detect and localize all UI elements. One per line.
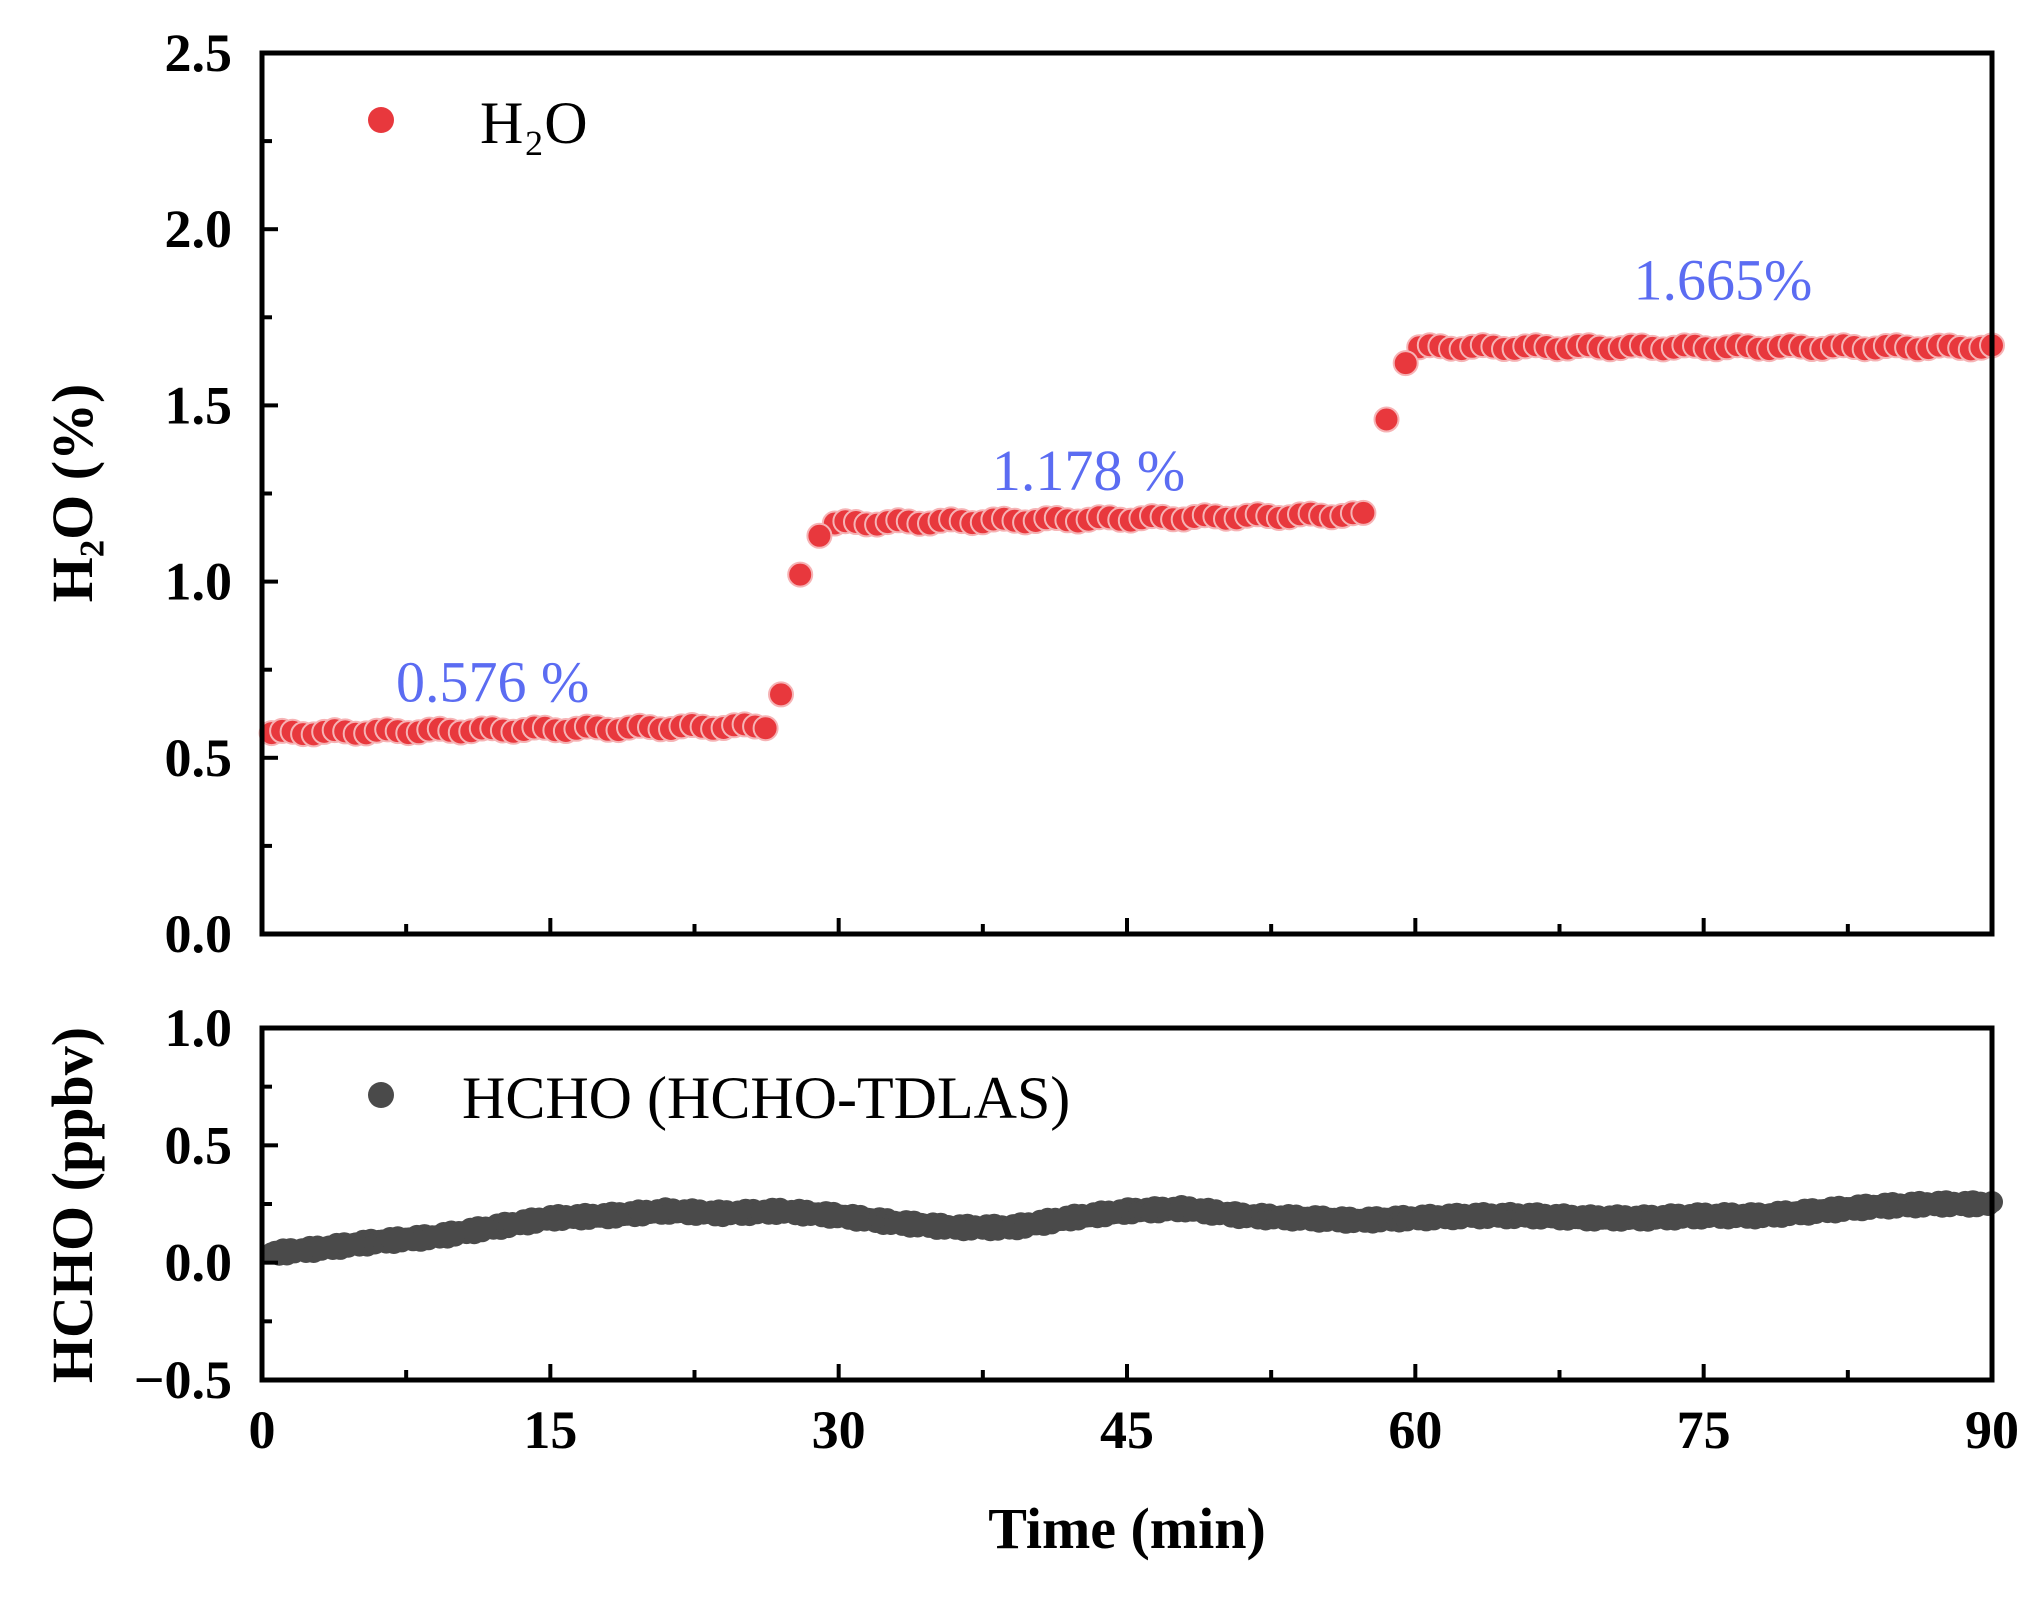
h2o-y-tick-labels: 0.0 0.5 1.0 1.5 2.0 2.5 <box>165 23 233 964</box>
h2o-point <box>787 561 814 588</box>
h2o-y-tick-label: 0.5 <box>165 728 233 788</box>
h2o-point <box>806 522 833 549</box>
h2o-point <box>768 681 794 708</box>
x-tick-label: 30 <box>812 1400 866 1460</box>
hcho-y-axis-title: HCHO (ppbv) <box>40 1027 105 1383</box>
x-tick-label: 60 <box>1388 1400 1442 1460</box>
h2o-markers <box>258 332 2005 748</box>
x-tick-label: 0 <box>249 1400 276 1460</box>
h2o-axis-ticks <box>260 51 1994 936</box>
hcho-legend-label: HCHO (HCHO-TDLAS) <box>462 1065 1070 1131</box>
h2o-point <box>752 715 779 742</box>
hcho-markers <box>260 1190 2003 1266</box>
h2o-panel: 0.0 0.5 1.0 1.5 2.0 2.5 H₂O 0.576 % 1.178 % 1… <box>40 23 2005 964</box>
hcho-y-tick-label: 0.5 <box>165 1115 233 1175</box>
x-tick-label: 45 <box>1100 1400 1154 1460</box>
x-tick-label: 90 <box>1965 1400 2019 1460</box>
hcho-y-tick-label: 1.0 <box>165 998 233 1058</box>
h2o-legend-marker <box>368 107 394 133</box>
hcho-y-tick-labels: −0.5 0.0 0.5 1.0 <box>134 998 232 1410</box>
h2o-y-tick-label: 0.0 <box>165 904 233 964</box>
x-tick-label: 75 <box>1677 1400 1731 1460</box>
annotation-0576: 0.576 % <box>396 649 589 714</box>
h2o-y-axis-title: H₂O (%) <box>40 384 105 603</box>
hcho-panel: −0.5 0.0 0.5 1.0 0 15 30 45 60 75 90 HCHO (HCHO-T… <box>40 998 2019 1561</box>
annotation-1178: 1.178 % <box>992 438 1185 503</box>
x-tick-labels: 0 15 30 45 60 75 90 <box>249 1400 2020 1460</box>
h2o-point <box>1392 350 1419 377</box>
x-tick-label: 15 <box>523 1400 577 1460</box>
annotation-1665: 1.665% <box>1633 248 1812 313</box>
h2o-y-tick-label: 2.5 <box>165 23 233 83</box>
h2o-legend-label: H₂O <box>480 90 588 156</box>
hcho-y-tick-label: −0.5 <box>134 1350 232 1410</box>
h2o-point <box>1373 406 1400 433</box>
x-axis-title: Time (min) <box>988 1496 1266 1561</box>
h2o-point <box>1350 499 1377 526</box>
hcho-legend-marker <box>368 1082 394 1108</box>
h2o-y-tick-label: 2.0 <box>165 199 233 259</box>
hcho-axis-ticks <box>260 1026 1994 1382</box>
h2o-y-tick-label: 1.5 <box>165 375 233 435</box>
h2o-y-tick-label: 1.0 <box>165 552 233 612</box>
hcho-y-tick-label: 0.0 <box>165 1233 233 1293</box>
